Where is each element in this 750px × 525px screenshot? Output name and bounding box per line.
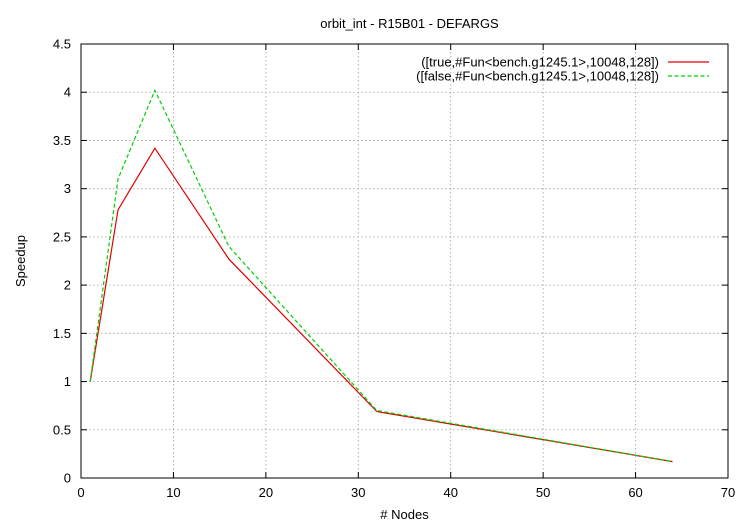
y-tick-label: 1 — [64, 374, 71, 389]
x-tick-label: 0 — [77, 485, 84, 500]
axis-ticks: 0 10 20 30 40 50 60 70 0 0.5 1 1.5 2 2.5 3 3.5 4 4.5 — [53, 37, 735, 501]
series-line-2 — [89, 88, 673, 463]
x-tick-label: 40 — [443, 485, 457, 500]
x-tick-label: 10 — [166, 485, 180, 500]
legend: ([true,#Fun<bench.g1245.1>,10048,128])([… — [416, 55, 709, 84]
y-tick-label: 0 — [64, 471, 71, 486]
legend-label: ([false,#Fun<bench.g1245.1>,10048,128]) — [416, 69, 659, 84]
x-tick-label: 60 — [628, 485, 642, 500]
y-tick-label: 1.5 — [53, 326, 71, 341]
x-tick-label: 20 — [259, 485, 273, 500]
grid — [81, 44, 728, 478]
y-tick-label: 0.5 — [53, 422, 71, 437]
y-tick-label: 4 — [64, 85, 71, 100]
series-line-1 — [89, 147, 673, 463]
y-axis-label: Speedup — [13, 235, 28, 287]
chart-title: orbit_int - R15B01 - DEFARGS — [320, 16, 499, 31]
y-tick-label: 2.5 — [53, 229, 71, 244]
y-tick-label: 2 — [64, 278, 71, 293]
y-tick-label: 3 — [64, 181, 71, 196]
x-tick-label: 50 — [536, 485, 550, 500]
x-tick-label: 70 — [721, 485, 735, 500]
x-axis-label: # Nodes — [380, 507, 429, 522]
y-tick-label: 4.5 — [53, 37, 71, 52]
y-tick-label: 3.5 — [53, 133, 71, 148]
legend-label: ([true,#Fun<bench.g1245.1>,10048,128]) — [421, 55, 659, 70]
x-tick-label: 30 — [351, 485, 365, 500]
plot-frame — [80, 43, 729, 479]
series-lines — [89, 88, 673, 463]
